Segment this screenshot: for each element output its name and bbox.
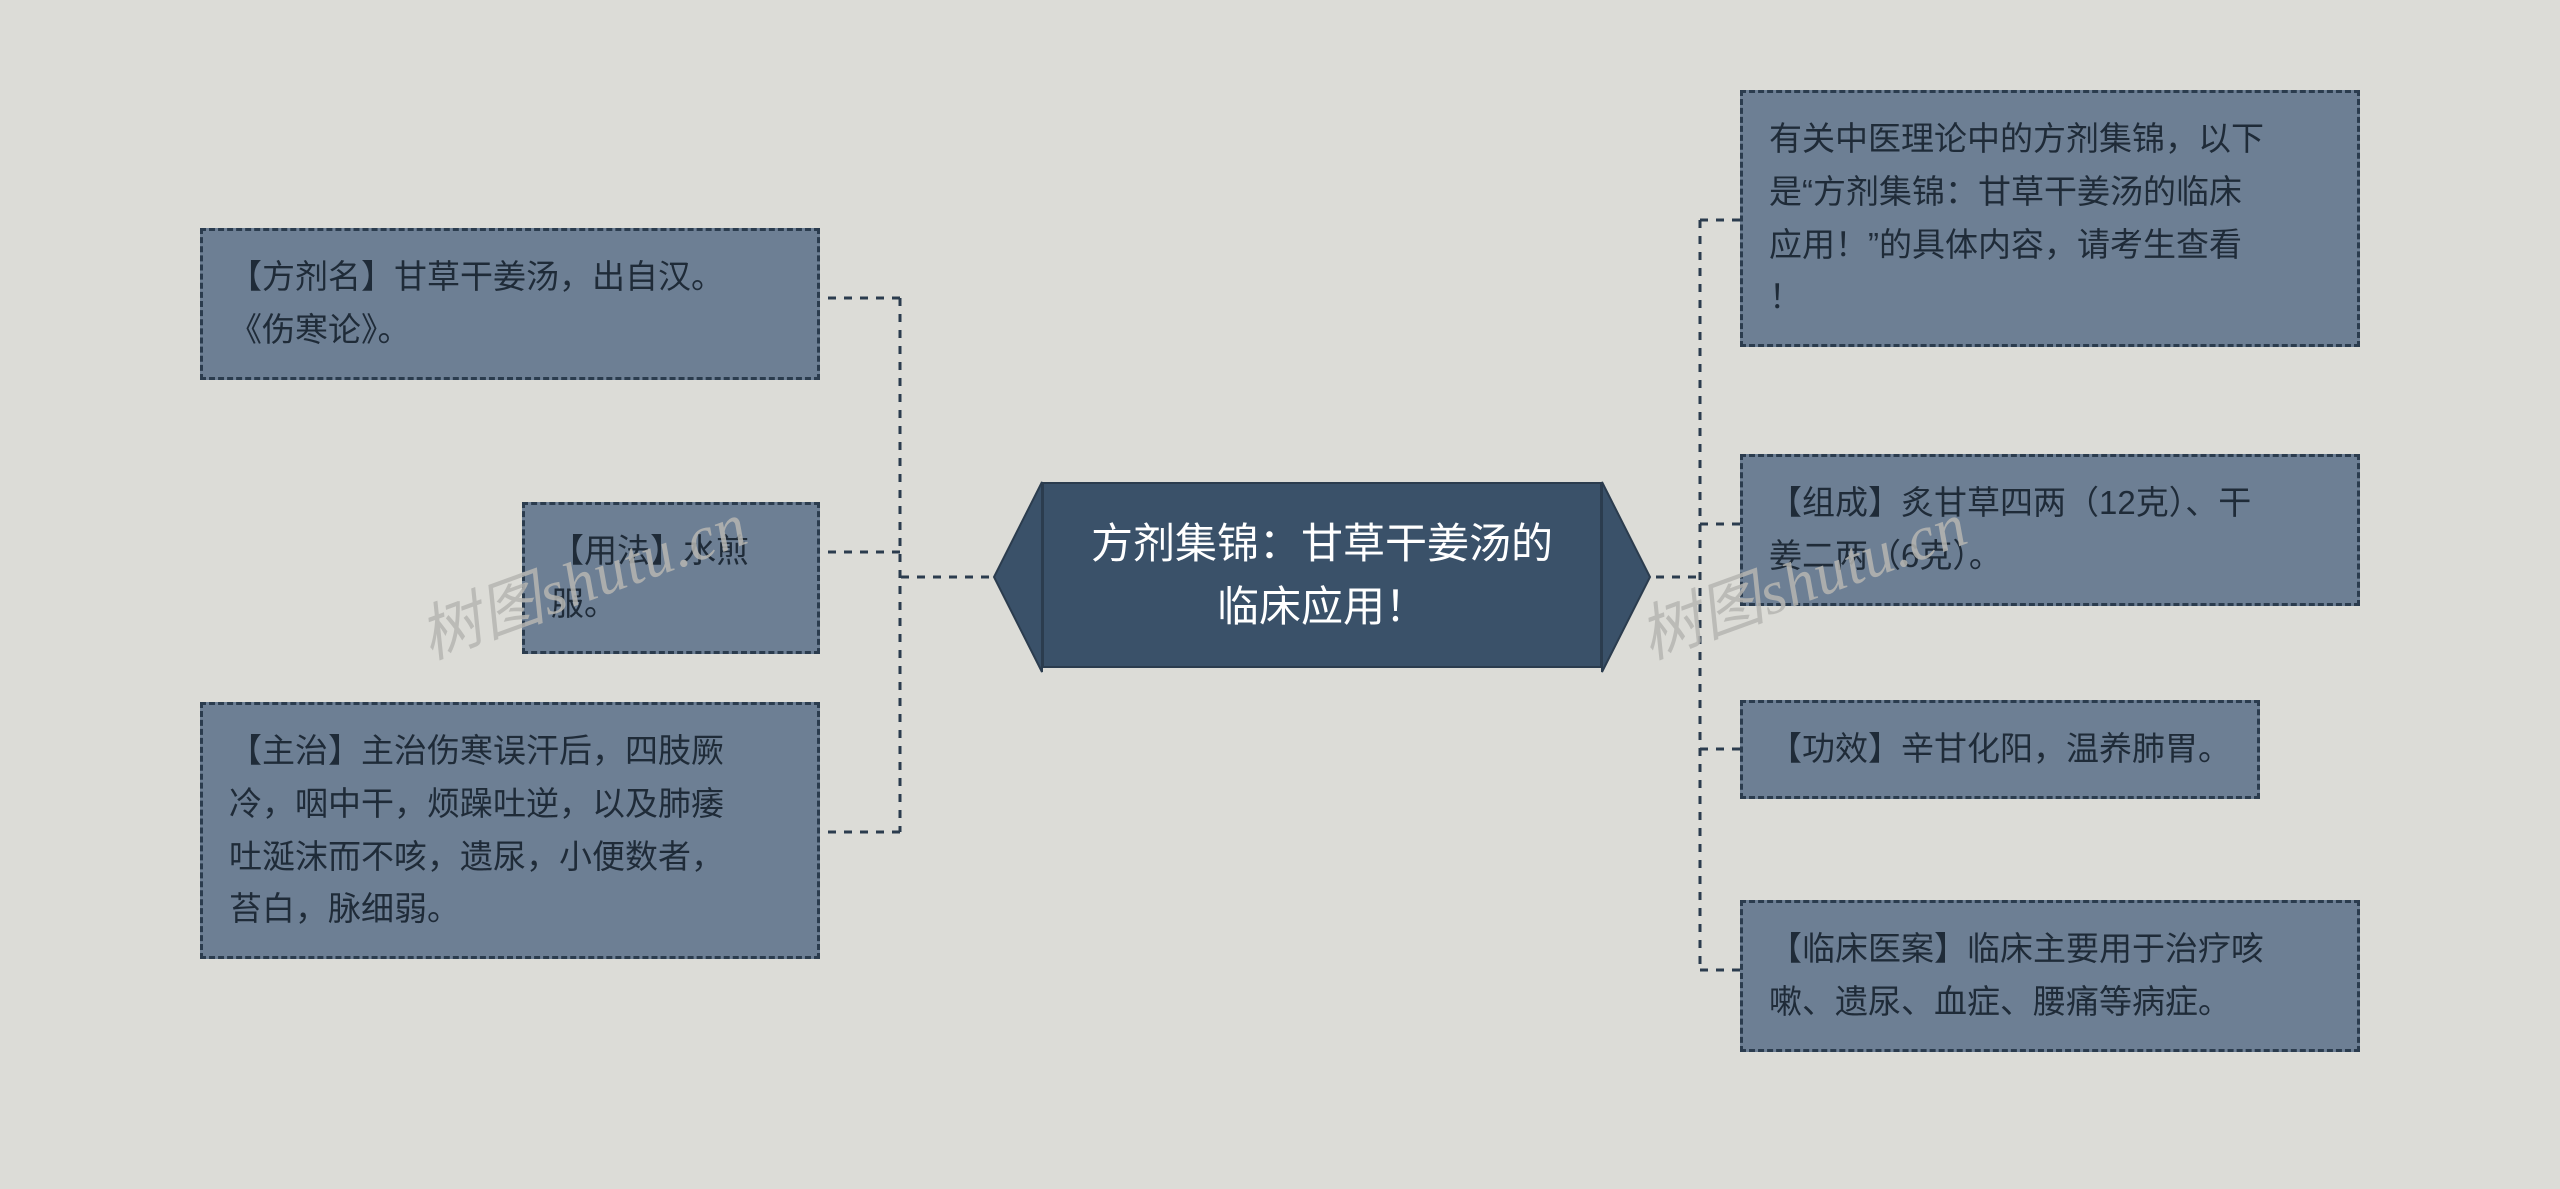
leaf-indication: 【主治】主治伤寒误汗后，四肢厥 冷，咽中干，烦躁吐逆，以及肺痿 吐涎沫而不咳，遗…	[200, 702, 820, 959]
leaf-name: 【方剂名】甘草干姜汤，出自汉。 《伤寒论》。	[200, 228, 820, 380]
mindmap-canvas: 方剂集锦：甘草干姜汤的 临床应用！ 【方剂名】甘草干姜汤，出自汉。 《伤寒论》。…	[0, 0, 2560, 1189]
leaf-composition: 【组成】炙甘草四两（12克）、干 姜二两（6克）。	[1740, 454, 2360, 606]
leaf-clinical: 【临床医案】临床主要用于治疗咳 嗽、遗尿、血症、腰痛等病症。	[1740, 900, 2360, 1052]
leaf-effect: 【功效】辛甘化阳，温养肺胃。	[1740, 700, 2260, 799]
center-line1: 方剂集锦：甘草干姜汤的	[1091, 520, 1553, 567]
leaf-usage: 【用法】水煎服。	[522, 502, 820, 654]
center-node: 方剂集锦：甘草干姜汤的 临床应用！	[1042, 482, 1602, 668]
center-line2: 临床应用！	[1217, 583, 1427, 630]
leaf-intro: 有关中医理论中的方剂集锦，以下 是“方剂集锦：甘草干姜汤的临床 应用！”的具体内…	[1740, 90, 2360, 347]
